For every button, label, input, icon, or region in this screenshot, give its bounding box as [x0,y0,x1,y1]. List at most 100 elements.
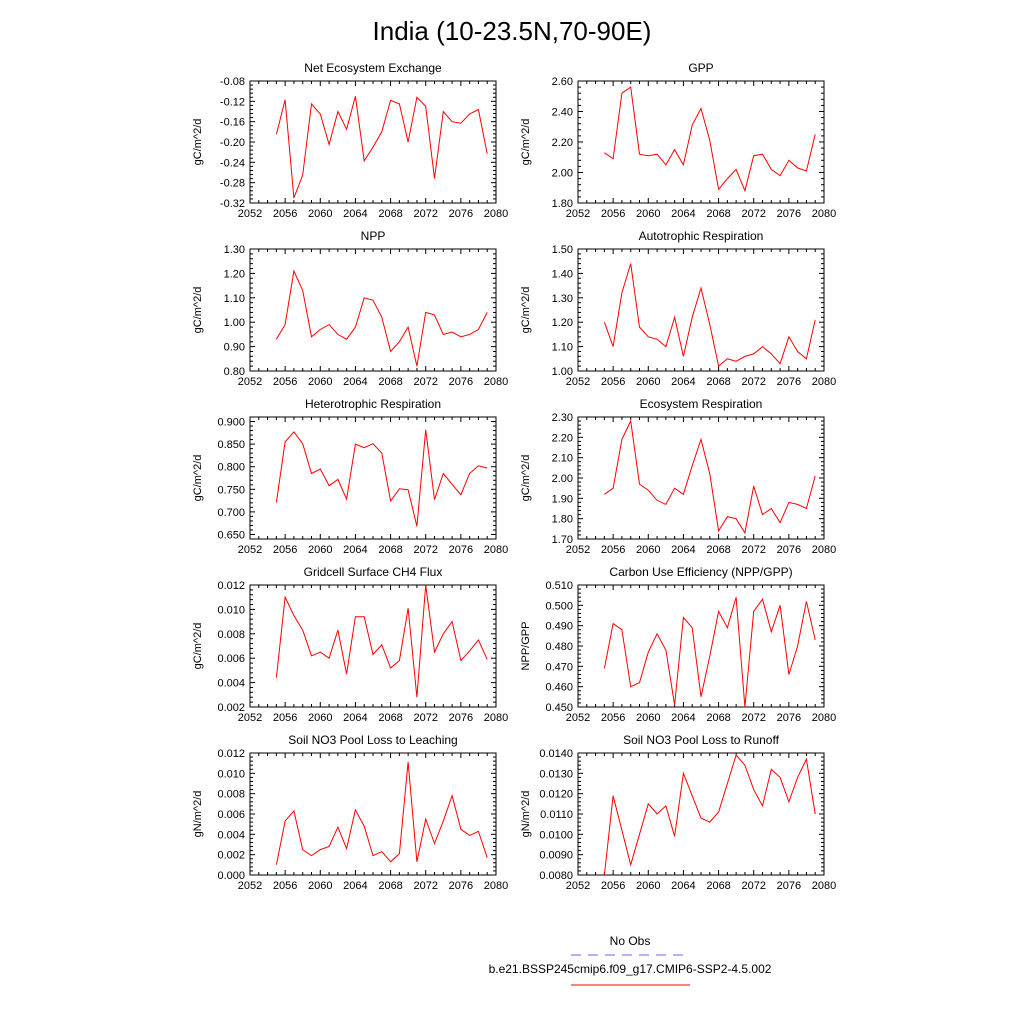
plot-frame [577,248,825,372]
y-tick-label: 0.012 [217,580,245,592]
panel-npp: NPP gC/m^2/d 2052 2056 2060 2064 2068 2072 2076 2… [192,229,508,388]
x-tick-label: 2064 [671,544,695,556]
y-axis-label: gC/m^2/d [192,455,204,502]
plot-frame [577,584,825,708]
panel-title: Soil NO3 Pool Loss to Runoff [623,733,780,747]
x-tick-label: 2060 [636,376,660,388]
panel-title: Autotrophic Respiration [639,229,764,243]
y-tick-label: -0.20 [220,137,245,149]
x-tick-label: 2060 [636,712,660,724]
x-tick-label: 2068 [706,880,730,892]
y-tick-label: 1.30 [224,244,245,256]
y-tick-label: 0.90 [224,342,245,354]
y-axis-label: gC/m^2/d [520,455,532,502]
x-tick-label: 2064 [671,880,695,892]
series-line [275,269,488,367]
x-tick-label: 2064 [343,880,367,892]
y-tick-label: 0.002 [217,850,245,862]
x-tick-label: 2068 [378,880,402,892]
x-tick-label: 2068 [378,544,402,556]
x-tick-label: 2052 [566,712,590,724]
x-tick-label: 2064 [671,712,695,724]
panel-gridcell-surface-ch4-flux: Gridcell Surface CH4 Flux gC/m^2/d 2052 205… [192,565,508,724]
x-tick-label: 2080 [484,880,508,892]
y-tick-label: 2.00 [552,168,573,180]
y-tick-label: 0.700 [217,507,245,519]
y-tick-label: 1.80 [552,514,573,526]
x-tick-label: 2056 [601,544,625,556]
x-tick-label: 2064 [343,712,367,724]
y-tick-label: 0.004 [217,678,245,690]
panel-title: NPP [361,229,386,243]
y-tick-label: 2.30 [552,412,573,424]
x-tick-label: 2076 [777,880,801,892]
panel-carbon-use-efficiency-npp-gpp: Carbon Use Efficiency (NPP/GPP) NPP/GPP 20… [520,565,836,724]
plot-frame [249,80,497,204]
plot-frame [249,416,497,540]
y-tick-label: 1.80 [552,198,573,210]
series-line [275,429,488,527]
x-tick-label: 2072 [413,712,437,724]
y-tick-label: 0.650 [217,529,245,541]
y-axis-label: gC/m^2/d [520,119,532,166]
x-tick-label: 2060 [636,208,660,220]
x-tick-label: 2068 [706,712,730,724]
y-tick-label: -0.16 [220,117,245,129]
y-tick-label: 0.510 [545,580,573,592]
panel-title: Carbon Use Efficiency (NPP/GPP) [609,565,792,579]
y-tick-label: 0.470 [545,661,573,673]
y-tick-label: 1.10 [552,342,573,354]
y-axis-label: NPP/GPP [520,622,532,671]
x-tick-label: 2072 [413,544,437,556]
y-axis-label: gC/m^2/d [520,287,532,334]
x-tick-label: 2060 [308,712,332,724]
y-tick-label: 1.50 [552,244,573,256]
y-tick-label: 0.800 [217,462,245,474]
panel-gpp: GPP gC/m^2/d 2052 2056 2060 2064 2068 2072 2076 2… [520,61,836,220]
x-tick-label: 2060 [636,880,660,892]
y-tick-label: -0.08 [220,76,245,88]
y-tick-label: -0.32 [220,198,245,210]
x-tick-label: 2052 [238,376,262,388]
x-tick-label: 2068 [378,712,402,724]
y-tick-label: 2.00 [552,473,573,485]
plot-frame [249,248,497,372]
panel-heterotrophic-respiration: Heterotrophic Respiration gC/m^2/d 2052 205… [192,397,508,556]
x-tick-label: 2064 [671,376,695,388]
panel-ecosystem-respiration: Ecosystem Respiration gC/m^2/d 2052 2056 206… [520,397,836,556]
panel-grid: Net Ecosystem Exchange gC/m^2/d 2052 2056 20… [192,61,836,892]
y-axis-label: gC/m^2/d [192,287,204,334]
x-tick-label: 2056 [273,712,297,724]
x-tick-label: 2076 [777,544,801,556]
x-tick-label: 2060 [308,880,332,892]
panel-title: Ecosystem Respiration [640,397,763,411]
y-tick-label: 1.70 [552,534,573,546]
y-tick-label: 2.60 [552,76,573,88]
x-tick-label: 2080 [484,712,508,724]
panel-net-ecosystem-exchange: Net Ecosystem Exchange gC/m^2/d 2052 2056 20… [192,61,508,220]
y-tick-label: 0.450 [545,702,573,714]
x-tick-label: 2052 [238,712,262,724]
series-line [604,419,816,535]
series-line [275,762,488,865]
y-tick-label: 0.750 [217,484,245,496]
y-tick-label: 0.500 [545,600,573,612]
y-tick-label: 1.00 [224,317,245,329]
y-tick-label: 0.012 [217,748,245,760]
x-tick-label: 2080 [484,544,508,556]
y-tick-label: 0.0130 [539,768,573,780]
series-line [275,584,488,698]
y-tick-label: 0.0100 [539,829,573,841]
figure-title: India (10-23.5N,70-90E) [373,16,652,46]
x-tick-label: 2076 [777,376,801,388]
y-axis-label: gC/m^2/d [192,119,204,166]
x-tick-label: 2072 [413,208,437,220]
x-tick-label: 2052 [238,544,262,556]
x-tick-label: 2064 [343,376,367,388]
y-tick-label: 0.008 [217,629,245,641]
x-tick-label: 2072 [741,544,765,556]
x-tick-label: 2080 [484,208,508,220]
y-tick-label: 1.20 [552,317,573,329]
y-tick-label: 1.00 [552,366,573,378]
